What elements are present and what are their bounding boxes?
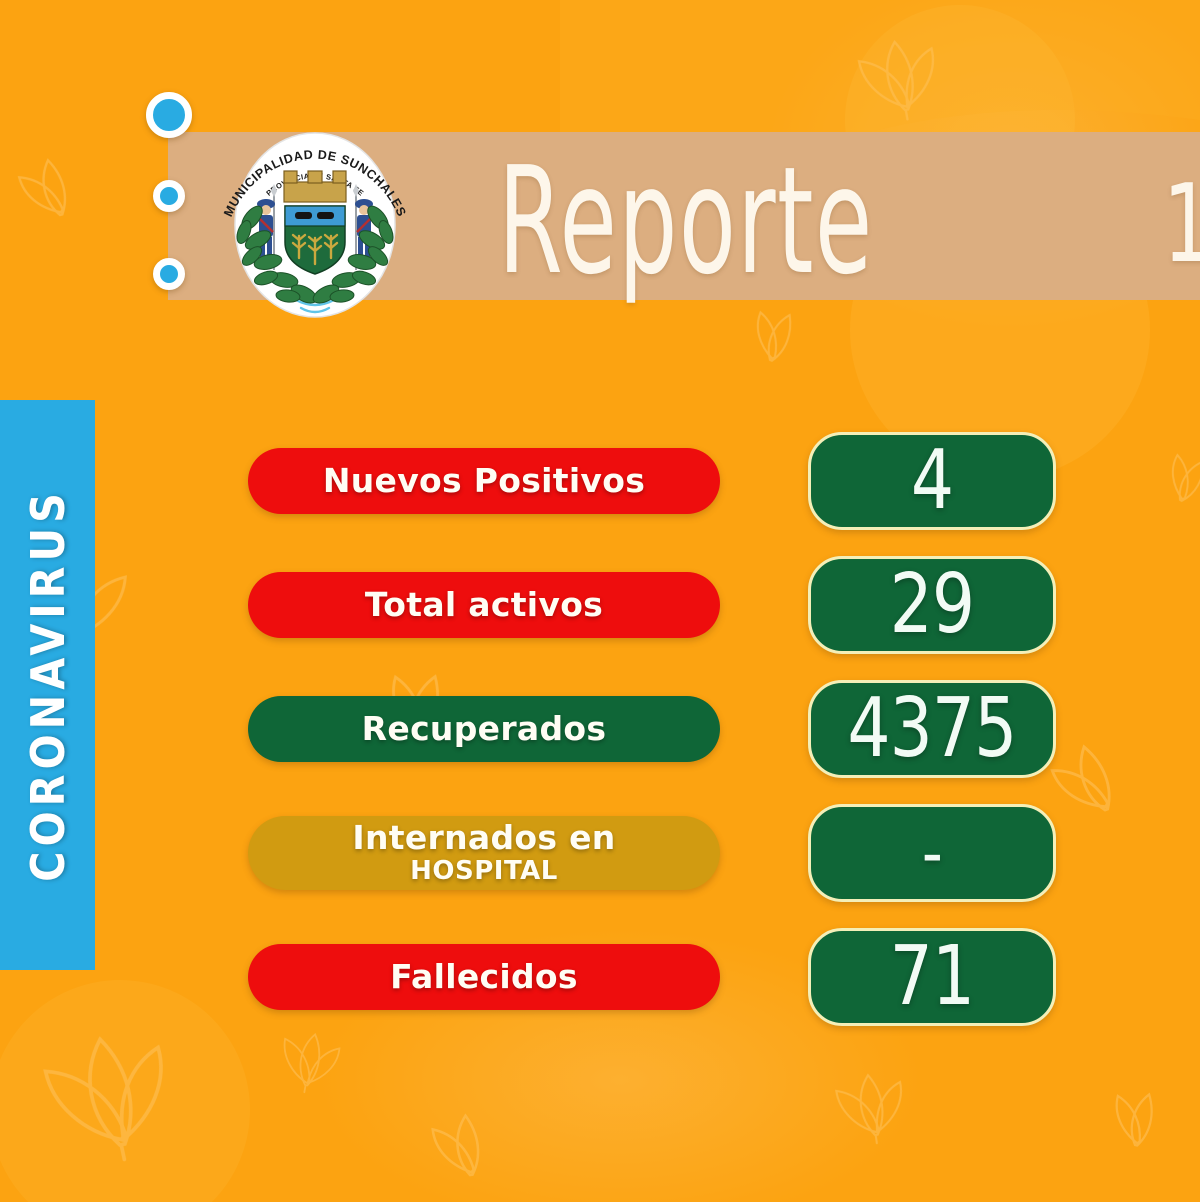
stat-value-text: 4 xyxy=(910,433,954,528)
report-page-indicator: 1/9 xyxy=(1163,165,1200,285)
sidebar-label: CORONAVIRUS xyxy=(20,488,75,882)
decor-dot-small xyxy=(153,258,185,290)
stat-value-text: 29 xyxy=(889,557,975,652)
stat-value-text: 4375 xyxy=(847,681,1017,776)
stat-label-pill-fallecidos: Fallecidos xyxy=(248,944,720,1010)
decor-dot-medium xyxy=(153,180,185,212)
stat-value-box-nuevos-positivos: 4 xyxy=(808,432,1056,530)
stat-value-text: - xyxy=(921,812,943,894)
stat-label-text: Recuperados xyxy=(361,708,607,748)
stat-label-text: Fallecidos xyxy=(390,956,578,996)
municipality-crest-logo: MUNICIPALIDAD DE SUNCHALES PROVINCIA DE … xyxy=(221,132,408,318)
stat-label-pill-internados-hospital: Internados en HOSPITAL xyxy=(248,816,720,890)
sidebar-coronavirus-tab: CORONAVIRUS xyxy=(0,400,95,970)
stat-label-pill-nuevos-positivos: Nuevos Positivos xyxy=(248,448,720,514)
stat-label-pill-recuperados: Recuperados xyxy=(248,696,720,762)
stat-value-box-internados-hospital: - xyxy=(808,804,1056,902)
stat-label-text: Nuevos Positivos xyxy=(322,460,646,500)
stat-row-internados-hospital: Internados en HOSPITAL - xyxy=(248,804,1058,902)
stats-list: Nuevos Positivos 4 Total activos 29 Recu… xyxy=(248,432,1058,1026)
stat-value-box-recuperados: 4375 xyxy=(808,680,1056,778)
stat-value-text: 71 xyxy=(889,929,975,1024)
decor-dot-large xyxy=(146,92,192,138)
stat-row-nuevos-positivos: Nuevos Positivos 4 xyxy=(248,432,1058,530)
stat-value-box-fallecidos: 71 xyxy=(808,928,1056,1026)
page-title: Reporte xyxy=(498,135,874,307)
stat-label-subtext: HOSPITAL xyxy=(410,855,558,886)
stat-value-box-total-activos: 29 xyxy=(808,556,1056,654)
stat-row-fallecidos: Fallecidos 71 xyxy=(248,928,1058,1026)
stat-label-text: Total activos xyxy=(364,584,604,624)
stat-label-text: Internados en xyxy=(352,818,616,858)
stat-row-total-activos: Total activos 29 xyxy=(248,556,1058,654)
stat-row-recuperados: Recuperados 4375 xyxy=(248,680,1058,778)
stat-label-pill-total-activos: Total activos xyxy=(248,572,720,638)
